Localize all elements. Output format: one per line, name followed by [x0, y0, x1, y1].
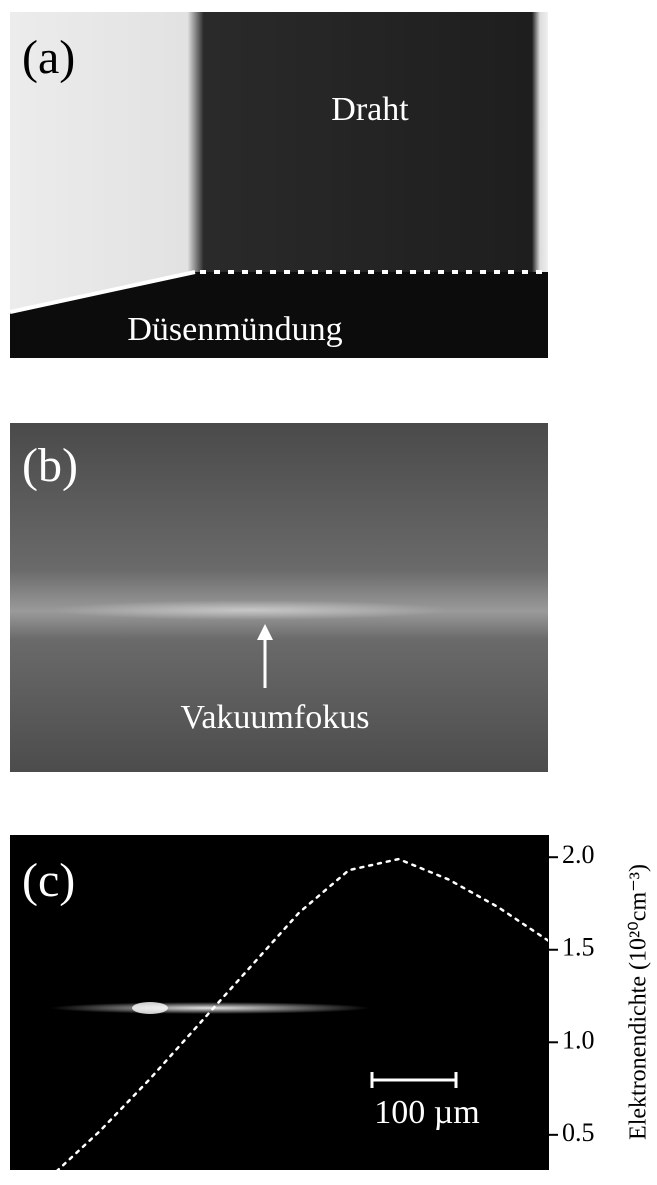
nozzle-label: Düsenmündung — [127, 311, 342, 348]
focus-glow — [50, 600, 450, 620]
y-tick-label: 2.0 — [562, 840, 595, 869]
page: {"panels": { "a": {"label": "(a)", "wire… — [0, 0, 657, 1180]
y-tick-label: 1.0 — [562, 1025, 595, 1054]
panel-label: (c) — [22, 854, 75, 907]
scale-bar-label: 100 µm — [374, 1094, 480, 1131]
y-tick-label: 1.5 — [562, 933, 595, 962]
y-tick-label: 0.5 — [562, 1118, 595, 1147]
plasma-spot — [132, 1002, 168, 1014]
y-axis-label: Elektronendichte (10²⁰cm⁻³) — [626, 864, 652, 1140]
focus-label: Vakuumfokus — [181, 699, 370, 736]
figure: (a) Draht Düsenmündung (b) Vakuumfokus (… — [0, 0, 657, 1180]
plasma-streak — [50, 1002, 370, 1014]
panel-label: (b) — [22, 439, 78, 492]
panel-label: (a) — [22, 31, 75, 84]
wire-label: Draht — [331, 91, 409, 128]
